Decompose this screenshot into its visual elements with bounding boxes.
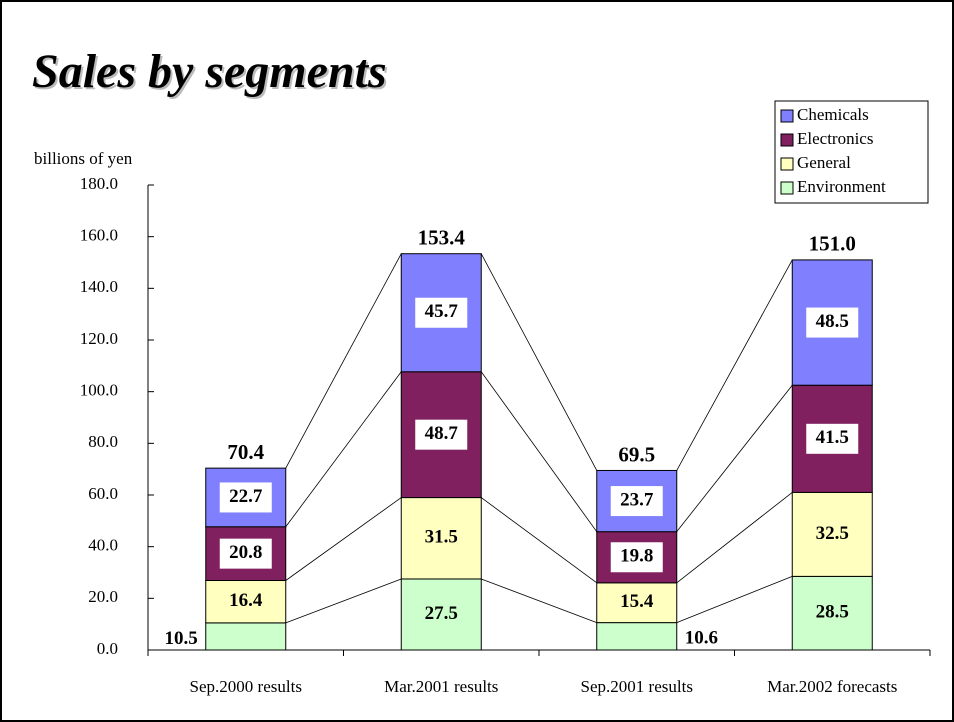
value-label: 45.7: [425, 301, 459, 322]
series-line: [285, 497, 402, 581]
value-label: 10.6: [685, 628, 718, 649]
value-label: 48.7: [425, 423, 459, 444]
chart-title: Sales by segments: [32, 45, 387, 98]
series-line: [285, 253, 402, 469]
y-tick-label: 60.0: [88, 484, 118, 503]
value-label: 23.7: [620, 489, 654, 510]
series-line: [480, 253, 598, 471]
value-label: 27.5: [425, 603, 458, 624]
series-line: [481, 497, 597, 584]
series-line: [480, 371, 598, 532]
total-label: 70.4: [227, 440, 264, 464]
total-label: 151.0: [809, 232, 856, 256]
value-label: 31.5: [425, 527, 458, 548]
value-label-box: [806, 423, 859, 454]
value-label: 15.4: [620, 591, 654, 612]
series-line: [481, 578, 597, 623]
x-tick-label: Mar.2001 results: [384, 677, 498, 696]
series-line: [285, 371, 402, 528]
value-label-box: [610, 486, 663, 517]
bar-segment: [596, 622, 678, 651]
y-tick-label: 100.0: [80, 381, 118, 400]
y-tick-label: 80.0: [88, 432, 118, 451]
legend-label: Chemicals: [797, 105, 869, 124]
y-tick-label: 140.0: [80, 277, 118, 296]
value-label-box: [415, 297, 468, 328]
bar-segment: [791, 575, 873, 651]
series-line: [676, 259, 793, 471]
y-axis-label: billions of yen: [34, 149, 133, 168]
value-label: 22.7: [229, 486, 263, 507]
bar-segment: [791, 491, 873, 577]
y-tick-label: 180.0: [80, 174, 118, 193]
value-label: 16.4: [229, 590, 263, 611]
legend-swatch: [780, 109, 794, 123]
legend-label: Electronics: [797, 129, 873, 148]
bar-segment: [400, 497, 482, 580]
y-tick-label: 160.0: [80, 226, 118, 245]
x-tick-label: Mar.2002 forecasts: [767, 677, 897, 696]
value-label-box: [219, 482, 272, 513]
y-tick-label: 20.0: [88, 587, 118, 606]
legend-box: [774, 100, 929, 204]
value-label: 41.5: [816, 427, 849, 448]
series-line: [285, 578, 402, 624]
y-tick-label: 120.0: [80, 329, 118, 348]
value-label-box: [806, 307, 859, 338]
legend-swatch: [780, 157, 794, 171]
legend-swatch: [780, 181, 794, 195]
bar-segment: [596, 582, 678, 624]
x-tick-label: Sep.2000 results: [190, 677, 302, 696]
y-tick-label: 40.0: [88, 536, 118, 555]
value-label: 32.5: [816, 523, 849, 544]
legend-label: Environment: [797, 177, 886, 196]
y-tick-label: 0.0: [97, 639, 118, 658]
value-label: 10.5: [165, 628, 198, 649]
value-label: 28.5: [816, 602, 849, 623]
value-label: 20.8: [229, 542, 262, 563]
value-label-box: [610, 542, 663, 573]
bar-segment: [205, 580, 287, 624]
legend-label: General: [797, 153, 851, 172]
value-label: 19.8: [620, 546, 653, 567]
total-label: 69.5: [618, 442, 655, 466]
bar-segment: [205, 622, 287, 651]
value-label-box: [415, 419, 468, 450]
series-line: [676, 576, 793, 623]
value-label: 48.5: [816, 311, 849, 332]
series-line: [676, 492, 793, 584]
legend-swatch: [780, 133, 794, 147]
bar-segment: [400, 578, 482, 651]
value-label-box: [219, 538, 272, 569]
total-label: 153.4: [418, 226, 466, 250]
x-tick-label: Sep.2001 results: [581, 677, 693, 696]
chart-title-shadow: Sales by segments: [34, 47, 389, 100]
series-line: [676, 384, 793, 532]
